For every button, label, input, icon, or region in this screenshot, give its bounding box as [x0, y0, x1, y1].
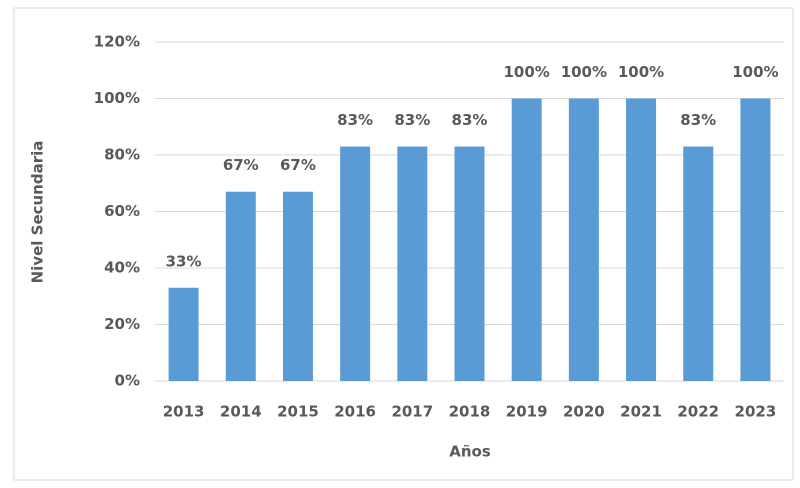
bar	[740, 98, 771, 381]
y-axis-label: Nivel Secundaria	[29, 141, 47, 284]
data-label: 100%	[732, 63, 778, 81]
bar	[568, 98, 599, 381]
data-label: 83%	[394, 111, 430, 129]
data-label: 100%	[618, 63, 664, 81]
bar	[168, 287, 199, 381]
bar	[282, 191, 313, 381]
data-label: 83%	[680, 111, 716, 129]
y-tick-label: 100%	[94, 89, 140, 107]
data-label: 83%	[452, 111, 488, 129]
x-tick-label: 2013	[163, 403, 205, 421]
bar	[683, 146, 714, 381]
bar	[511, 98, 542, 381]
x-tick-label: 2014	[220, 403, 262, 421]
x-axis-label: Años	[449, 443, 491, 461]
data-label: 100%	[504, 63, 550, 81]
x-tick-label: 2016	[334, 403, 376, 421]
x-tick-label: 2018	[449, 403, 491, 421]
x-tick-label: 2019	[506, 403, 548, 421]
x-tick-label: 2021	[620, 403, 662, 421]
y-tick-label: 40%	[104, 259, 140, 277]
data-label: 100%	[561, 63, 607, 81]
data-label: 67%	[223, 156, 259, 174]
y-tick-label: 60%	[104, 202, 140, 220]
y-tick-label: 0%	[115, 372, 140, 390]
bar	[340, 146, 371, 381]
x-tick-label: 2015	[277, 403, 319, 421]
bar	[626, 98, 657, 381]
bar	[397, 146, 428, 381]
y-tick-label: 20%	[104, 315, 140, 333]
data-label: 67%	[280, 156, 316, 174]
y-tick-label: 120%	[94, 33, 140, 51]
data-label: 33%	[166, 252, 202, 270]
x-tick-label: 2022	[677, 403, 719, 421]
bar	[225, 191, 256, 381]
bar	[454, 146, 485, 381]
data-label: 83%	[337, 111, 373, 129]
x-tick-label: 2023	[735, 403, 777, 421]
x-tick-label: 2020	[563, 403, 605, 421]
x-tick-label: 2017	[391, 403, 433, 421]
y-tick-label: 80%	[104, 146, 140, 164]
